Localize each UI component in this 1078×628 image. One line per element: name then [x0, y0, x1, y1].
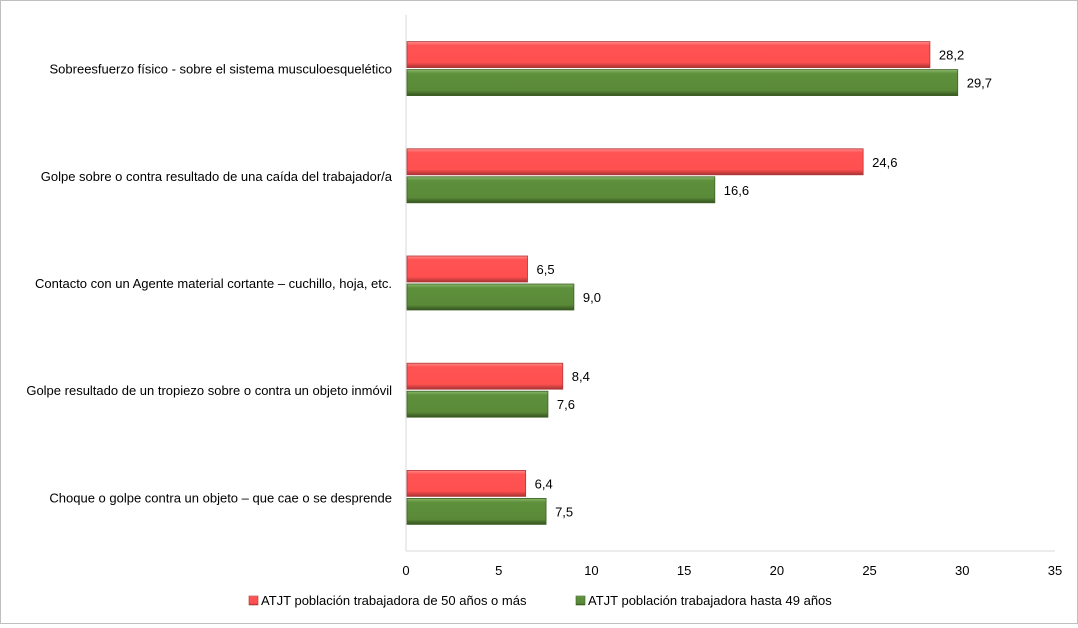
category-label: Golpe resultado de un tropiezo sobre o c…: [26, 383, 392, 398]
data-label: 9,0: [583, 290, 601, 305]
x-tick-label: 35: [1048, 563, 1062, 578]
legend-swatch: [575, 595, 586, 606]
x-tick-label: 10: [584, 563, 598, 578]
data-label: 7,5: [555, 504, 573, 519]
data-label: 24,6: [872, 155, 897, 170]
bar-50-o-mas: [406, 255, 528, 283]
category-label: Contacto con un Agente material cortante…: [35, 276, 392, 291]
bar-hasta-49: [406, 176, 716, 204]
category-label: Golpe sobre o contra resultado de una ca…: [41, 169, 393, 184]
x-tick-label: 30: [955, 563, 969, 578]
bar-50-o-mas: [406, 469, 527, 497]
data-label: 29,7: [967, 76, 992, 91]
data-label: 7,6: [557, 397, 575, 412]
bar-50-o-mas: [406, 362, 564, 390]
bar-hasta-49: [406, 283, 575, 311]
data-label: 28,2: [939, 48, 964, 63]
x-tick-label: 20: [770, 563, 784, 578]
bar-50-o-mas: [406, 41, 931, 68]
legend-label: ATJT población trabajadora hasta 49 años: [588, 593, 832, 608]
x-tick-label: 25: [862, 563, 876, 578]
x-tick-label: 5: [495, 563, 502, 578]
bar-hasta-49: [406, 390, 549, 418]
x-tick-label: 0: [402, 563, 409, 578]
data-label: 8,4: [572, 369, 590, 384]
legend-swatch: [248, 595, 259, 606]
x-tick-label: 15: [677, 563, 691, 578]
data-label: 6,5: [537, 262, 555, 277]
bar-50-o-mas: [406, 148, 864, 176]
data-label: 6,4: [535, 476, 553, 491]
bar-hasta-49: [406, 497, 547, 525]
legend-label: ATJT población trabajadora de 50 años o …: [261, 593, 527, 608]
category-label: Choque o golpe contra un objeto – que ca…: [49, 490, 392, 505]
category-label: Sobreesfuerzo físico - sobre el sistema …: [50, 62, 393, 77]
bar-hasta-49: [406, 69, 959, 96]
data-label: 16,6: [724, 183, 749, 198]
